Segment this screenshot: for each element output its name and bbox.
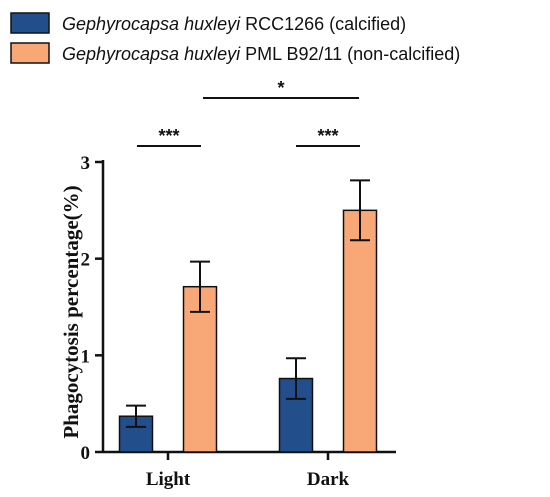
bar	[342, 209, 378, 453]
legend-swatch-non-calcified	[10, 42, 50, 64]
legend: Gephyrocapsa huxleyi RCC1266 (calcified)…	[10, 12, 460, 64]
y-tick-label: 0	[81, 443, 91, 464]
y-tick-label: 2	[81, 250, 91, 271]
x-tick-label: Light	[146, 469, 191, 490]
y-tick-label: 1	[81, 346, 91, 367]
legend-swatch-calcified	[10, 12, 50, 34]
y-axis-label: Phagocytosis percentage(%)	[59, 185, 83, 438]
significance-label: ***	[317, 126, 338, 146]
legend-label-calcified: Gephyrocapsa huxleyi RCC1266 (calcified)	[62, 14, 406, 34]
significance-label: ***	[158, 126, 179, 146]
legend-label-non-calcified: Gephyrocapsa huxleyi PML B92/11 (non-cal…	[62, 44, 460, 64]
x-tick-label: Dark	[307, 469, 350, 490]
significance-label: *	[277, 78, 284, 98]
y-tick-label: 3	[81, 153, 91, 174]
